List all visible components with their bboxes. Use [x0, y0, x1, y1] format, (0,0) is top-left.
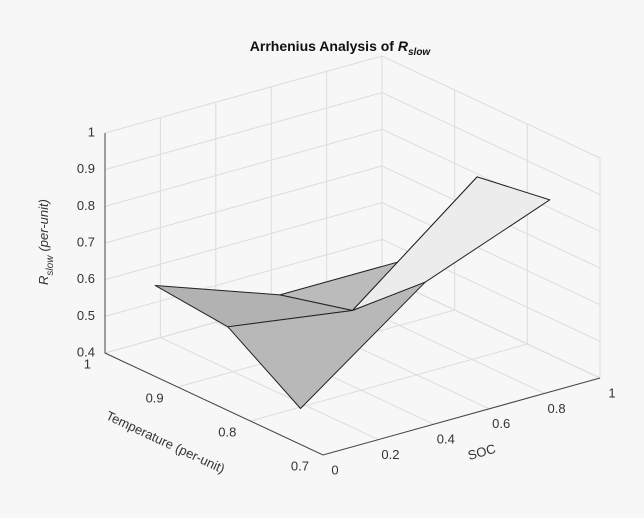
title-symbol: R: [398, 38, 409, 54]
title-subscript: slow: [408, 47, 431, 58]
z-tick-label: 0.9: [77, 161, 95, 176]
x-tick-label: 0.4: [437, 432, 455, 447]
z-tick-label: 0.5: [77, 308, 95, 323]
zlabel-symbol: R: [36, 276, 51, 285]
x-axis-label: SOC: [466, 441, 497, 463]
x-tick-label: 0.6: [492, 416, 510, 431]
y-tick-label: 0.7: [291, 458, 309, 473]
z-tick-label: 0.7: [77, 234, 95, 249]
x-tick-label: 0: [331, 462, 338, 477]
z-tick-label: 0.6: [77, 271, 95, 286]
axis-line: [104, 133, 601, 456]
y-tick-label: 1: [84, 356, 91, 371]
title-text: Arrhenius Analysis of: [250, 38, 398, 54]
y-tick-label: 0.9: [146, 390, 164, 405]
z-tick-label: 0.4: [77, 344, 95, 359]
x-tick-label: 0.2: [381, 447, 399, 462]
x-tick-label: 1: [608, 385, 615, 400]
surface-face: [227, 281, 426, 409]
z-tick-label: 0.8: [77, 198, 95, 213]
zlabel-unit: (per-unit): [36, 199, 51, 252]
x-tick-label: 0.8: [548, 401, 566, 416]
y-tick-label: 0.8: [218, 424, 236, 439]
z-tick-label: 1: [88, 124, 95, 139]
z-axis-label: Rslow (per-unit): [36, 199, 55, 285]
chart-title: Arrhenius Analysis of Rslow: [250, 38, 432, 58]
zlabel-subscript: slow: [45, 255, 56, 276]
